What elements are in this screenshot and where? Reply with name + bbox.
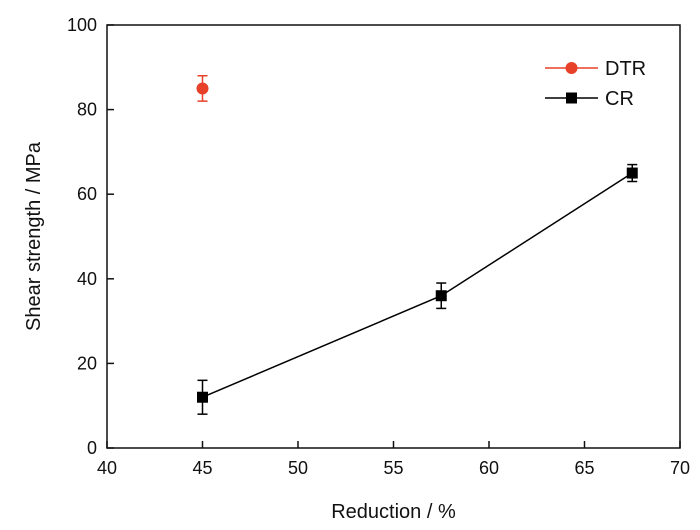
x-tick-label: 55 xyxy=(383,458,403,478)
y-axis-label: Shear strength / MPa xyxy=(23,141,45,331)
data-point-dtr xyxy=(196,82,209,95)
legend-label: DTR xyxy=(605,58,646,80)
plot-frame xyxy=(106,24,681,449)
x-tick-label: 60 xyxy=(479,458,499,478)
data-point-dtr xyxy=(565,62,578,74)
y-tick-label: 0 xyxy=(87,438,97,458)
y-tick-label: 40 xyxy=(77,269,97,289)
series-layer xyxy=(196,75,638,415)
x-tick-label: 65 xyxy=(574,458,594,478)
data-point-cr xyxy=(566,92,577,104)
x-tick-label: 50 xyxy=(288,458,308,478)
series-line-cr xyxy=(202,172,633,398)
data-point-cr xyxy=(197,391,208,403)
legend: DTR CR xyxy=(545,58,646,110)
x-axis-ticks: 40 45 50 55 60 65 70 xyxy=(97,441,690,478)
y-tick-label: 80 xyxy=(77,100,97,120)
x-tick-label: 40 xyxy=(97,458,117,478)
y-axis-ticks: 0 20 40 60 80 100 xyxy=(67,15,114,458)
series-cr xyxy=(197,163,638,415)
x-tick-label: 70 xyxy=(670,458,690,478)
data-point-cr xyxy=(626,167,638,179)
legend-label: CR xyxy=(605,88,634,110)
legend-item-cr: CR xyxy=(545,88,634,110)
x-axis-label: Reduction / % xyxy=(331,501,456,523)
y-tick-label: 60 xyxy=(77,184,97,204)
series-dtr xyxy=(196,75,209,102)
y-tick-label: 100 xyxy=(67,15,97,35)
data-point-cr xyxy=(435,290,447,302)
y-tick-label: 20 xyxy=(77,353,97,373)
x-tick-label: 45 xyxy=(192,458,212,478)
legend-item-dtr: DTR xyxy=(545,58,646,80)
